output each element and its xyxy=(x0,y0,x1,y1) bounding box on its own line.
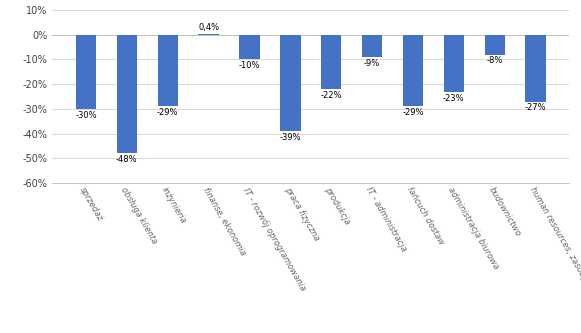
Bar xyxy=(76,35,96,109)
Bar xyxy=(280,35,300,131)
Text: -39%: -39% xyxy=(279,133,301,142)
Bar xyxy=(403,35,423,107)
Text: -30%: -30% xyxy=(75,111,97,120)
Text: -9%: -9% xyxy=(364,59,381,68)
Bar xyxy=(485,35,505,55)
Bar xyxy=(157,35,178,107)
Bar xyxy=(239,35,260,60)
Text: -48%: -48% xyxy=(116,156,138,165)
Bar xyxy=(117,35,137,154)
Text: -22%: -22% xyxy=(321,91,342,100)
Bar xyxy=(321,35,342,89)
Text: -29%: -29% xyxy=(402,109,424,118)
Text: -8%: -8% xyxy=(487,57,503,66)
Text: -23%: -23% xyxy=(443,94,465,103)
Text: -10%: -10% xyxy=(239,62,260,71)
Bar xyxy=(362,35,382,57)
Text: -27%: -27% xyxy=(525,104,547,113)
Bar xyxy=(444,35,464,92)
Bar xyxy=(199,34,219,35)
Text: 0,4%: 0,4% xyxy=(198,23,219,32)
Text: -29%: -29% xyxy=(157,109,178,118)
Bar xyxy=(525,35,546,102)
